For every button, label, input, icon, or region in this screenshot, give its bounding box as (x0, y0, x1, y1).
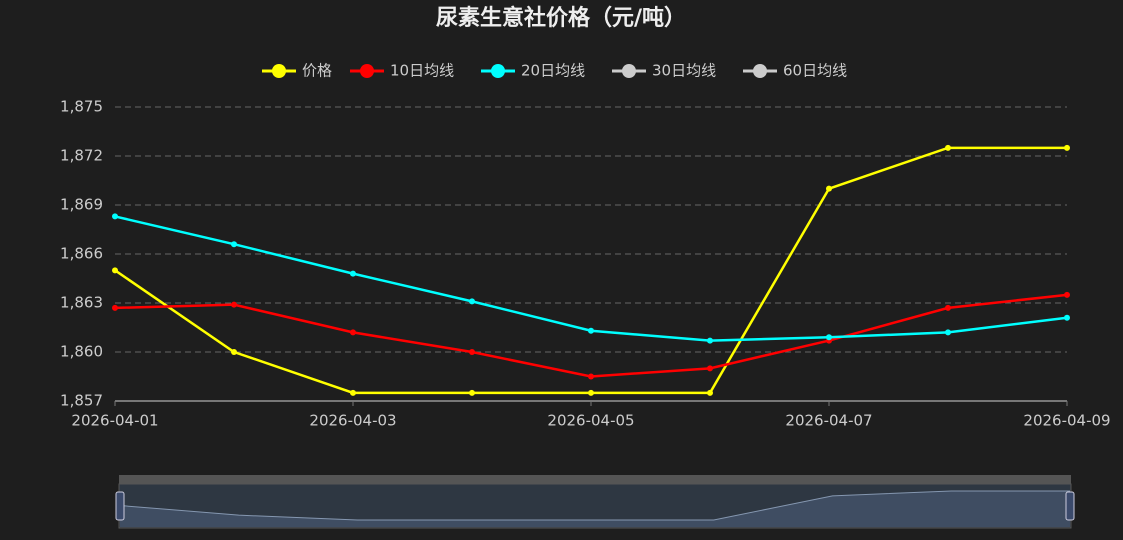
x-tick-label: 2026-04-01 (71, 412, 158, 430)
point (350, 270, 356, 277)
legend-label: 10日均线 (390, 62, 454, 80)
x-tick-label: 2026-04-03 (309, 412, 396, 430)
zoom-handle-right[interactable] (1065, 491, 1075, 521)
point (945, 304, 951, 311)
point (350, 329, 356, 336)
legend-item[interactable]: 30日均线 (612, 62, 716, 80)
point (707, 389, 713, 396)
legend-swatch-dot (622, 64, 636, 78)
point (469, 389, 475, 396)
x-tick-label: 2026-04-07 (785, 412, 872, 430)
legend-label: 30日均线 (652, 62, 716, 80)
legend-label: 价格 (302, 62, 332, 80)
legend: 价格 10日均线 20日均线 30日均线 60日均线 (262, 62, 847, 80)
legend-item[interactable]: 10日均线 (350, 62, 454, 80)
point (707, 337, 713, 344)
legend-item[interactable]: 60日均线 (743, 62, 847, 80)
legend-swatch-dot (753, 64, 767, 78)
legend-label: 20日均线 (521, 62, 585, 80)
point (588, 373, 594, 380)
point (231, 301, 237, 308)
point (945, 144, 951, 151)
y-tick-label: 1,857 (60, 392, 103, 410)
zoom-line (119, 490, 1070, 521)
point (350, 389, 356, 396)
y-tick-label: 1,869 (60, 196, 103, 214)
point (112, 267, 118, 274)
y-tick-label: 1,872 (60, 147, 103, 165)
x-tick-label: 2026-04-09 (1023, 412, 1110, 430)
zoom-area (120, 491, 1070, 527)
point (231, 349, 237, 355)
point (707, 365, 713, 372)
legend-swatch-dot (491, 64, 505, 78)
point (112, 213, 118, 220)
point (1064, 314, 1070, 321)
point (588, 389, 594, 396)
point (1064, 291, 1070, 298)
legend-item[interactable]: 价格 (262, 62, 332, 80)
zoom-handle-bar[interactable] (119, 475, 1071, 484)
legend-item[interactable]: 20日均线 (481, 62, 585, 80)
legend-swatch-dot (360, 64, 374, 78)
legend-label: 60日均线 (783, 62, 847, 80)
y-tick-label: 1,860 (60, 343, 103, 361)
point (945, 329, 951, 336)
point (231, 241, 237, 248)
point (112, 304, 118, 311)
point (588, 327, 594, 334)
point (469, 349, 475, 355)
point (469, 298, 475, 305)
chart-title: 尿素生意社价格（元/吨） (436, 5, 686, 31)
y-tick-label: 1,875 (60, 98, 103, 116)
y-tick-label: 1,866 (60, 245, 103, 263)
point (1064, 144, 1070, 151)
x-tick-label: 2026-04-05 (547, 412, 634, 430)
point (826, 334, 832, 341)
zoom-handle-left[interactable] (115, 491, 125, 521)
y-tick-label: 1,863 (60, 294, 103, 312)
legend-swatch-dot (272, 64, 286, 78)
point (826, 185, 832, 192)
